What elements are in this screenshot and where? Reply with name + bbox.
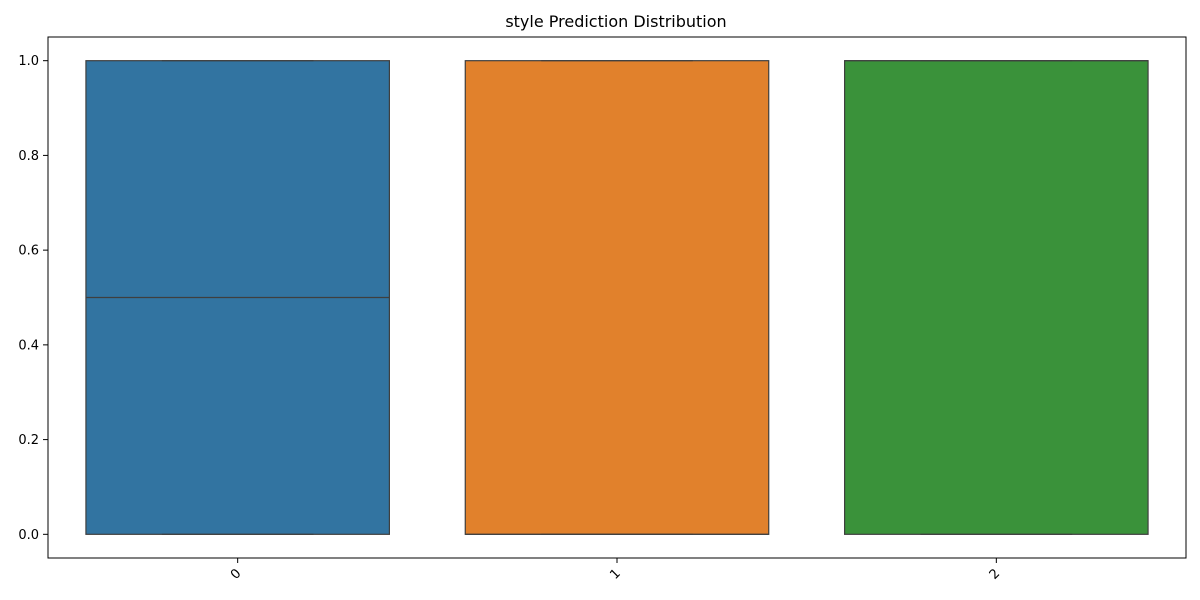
chart-title: style Prediction Distribution [505,12,726,31]
box-group-2 [843,60,1149,535]
box-1 [464,60,770,535]
y-tick-label: 0.6 [18,244,39,259]
y-tick-label: 1.0 [18,54,39,69]
boxes-layer [85,60,1149,535]
box-2 [843,60,1149,535]
y-tick-label: 0.8 [18,149,39,164]
y-tick-label: 0.2 [18,433,39,448]
box-group-0 [85,60,391,535]
y-tick-label: 0.0 [18,528,39,543]
box-group-1 [464,60,770,535]
y-tick-label: 0.4 [18,338,39,353]
